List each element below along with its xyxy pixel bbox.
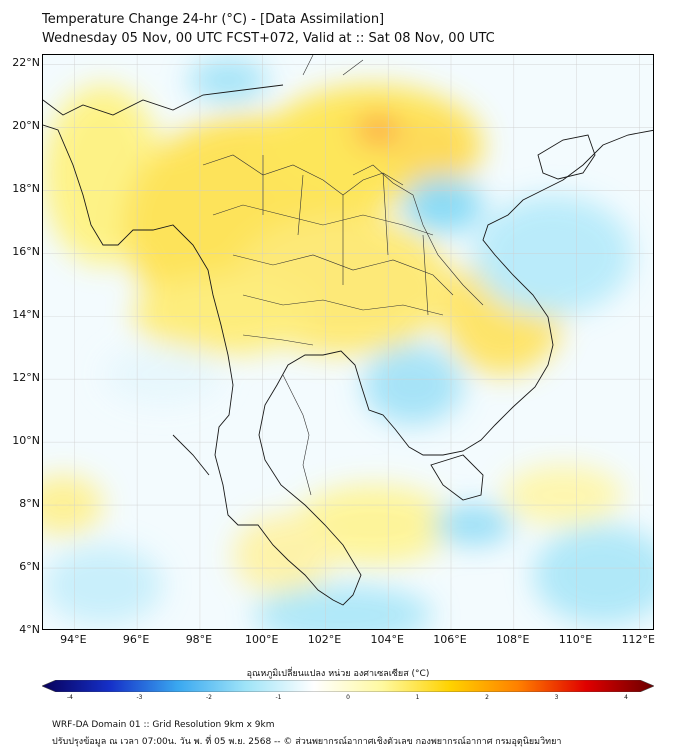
longitude-label: 108°E — [496, 633, 530, 646]
colorbar-tick-label: -4 — [67, 694, 73, 701]
colorbar-tick-label: 1 — [415, 694, 420, 701]
colorbar-tick-label: 2 — [485, 694, 489, 701]
latitude-label: 22°N — [12, 56, 40, 70]
latitude-label: 18°N — [12, 182, 40, 196]
temperature-change-map — [43, 55, 653, 629]
map-panel[interactable] — [42, 54, 654, 630]
latitude-label: 10°N — [12, 434, 40, 448]
latitude-label: 12°N — [12, 371, 40, 385]
footer-resolution: WRF-DA Domain 01 :: Grid Resolution 9km … — [52, 720, 275, 730]
latitude-label: 14°N — [12, 308, 40, 322]
graticule — [43, 55, 653, 629]
latitude-label: 8°N — [19, 497, 40, 511]
colorbar-tick-label: -3 — [136, 694, 143, 701]
colorbar-tick-label: -2 — [206, 694, 212, 701]
longitude-label: 102°E — [307, 633, 342, 646]
map-title: Temperature Change 24-hr (°C) - [Data As… — [42, 12, 385, 27]
longitude-label: 96°E — [122, 633, 150, 646]
province-boundaries — [202, 55, 484, 496]
latitude-label: 6°N — [19, 560, 40, 574]
longitude-label: 94°E — [60, 633, 87, 646]
latitude-label: 4°N — [19, 623, 40, 636]
map-subtitle: Wednesday 05 Nov, 00 UTC FCST+072, Valid… — [42, 31, 495, 46]
latitude-label: 16°N — [12, 245, 40, 259]
colorbar — [42, 680, 654, 692]
longitude-label: 110°E — [558, 633, 593, 646]
coastlines — [43, 84, 653, 606]
colorbar-tick-label: 0 — [346, 694, 350, 701]
longitude-label: 98°E — [185, 633, 213, 646]
longitude-label: 106°E — [433, 633, 467, 646]
temperature-field — [43, 58, 653, 629]
colorbar-tick-label: -1 — [275, 694, 282, 701]
colorbar-tick-label: 4 — [624, 694, 628, 701]
colorbar-tick-label: 3 — [554, 694, 559, 701]
longitude-label: 112°E — [621, 633, 656, 646]
colorbar-gradient — [42, 680, 654, 692]
longitude-label: 104°E — [370, 633, 404, 646]
latitude-label: 20°N — [12, 119, 40, 133]
footer-credit: ปรับปรุงข้อมูล ณ เวลา 07:00น. วัน พ. ที่… — [52, 737, 562, 747]
colorbar-title: อุณหภูมิเปลี่ยนแปลง หน่วย องศาเซลเซียส (… — [246, 669, 430, 679]
longitude-label: 100°E — [244, 633, 279, 646]
